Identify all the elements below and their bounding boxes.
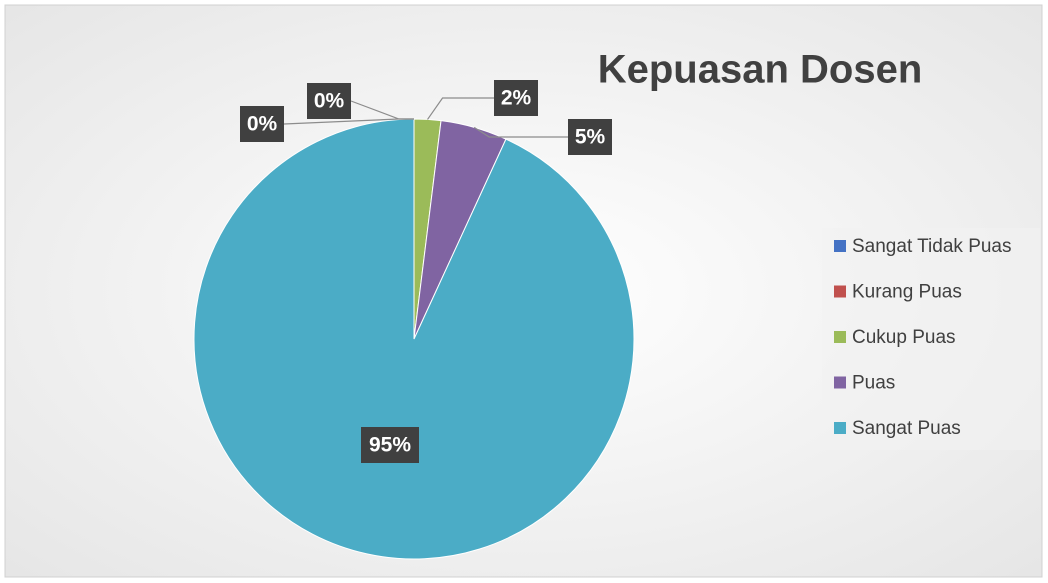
data-label-box (361, 427, 419, 463)
data-label-box (307, 83, 351, 119)
legend-label: Cukup Puas (852, 327, 956, 348)
legend-label: Kurang Puas (852, 282, 962, 303)
data-label: 0% (314, 90, 345, 113)
legend-label: Puas (852, 373, 895, 394)
leader-line (427, 97, 494, 120)
data-label: 0% (247, 113, 278, 136)
leader-line (473, 126, 568, 138)
data-label-box (240, 106, 284, 142)
legend-label: Sangat Tidak Puas (852, 236, 1012, 257)
legend-swatch (834, 240, 846, 252)
legend-label: Sangat Puas (852, 418, 961, 439)
data-label-box (568, 119, 612, 155)
pie-slice (193, 118, 635, 560)
data-label-box (494, 80, 538, 116)
leader-line (350, 100, 414, 120)
legend-swatch (834, 422, 846, 434)
legend-box (822, 228, 1040, 450)
data-label: 2% (501, 87, 532, 110)
data-label: 95% (369, 434, 411, 457)
chart-title: Kepuasan Dosen (598, 48, 923, 92)
legend-swatch (834, 285, 846, 298)
legend-swatch (834, 331, 846, 343)
data-label: 5% (575, 126, 606, 149)
legend-swatch (834, 376, 846, 389)
